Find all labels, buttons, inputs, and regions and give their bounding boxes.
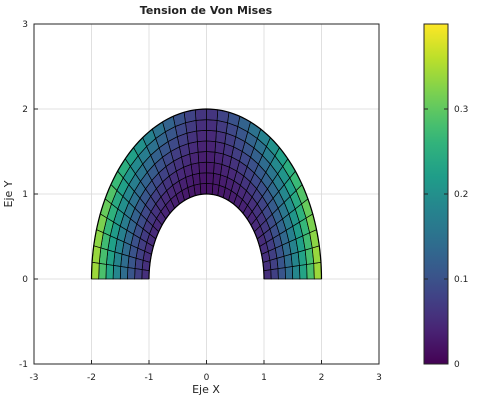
mesh-cell xyxy=(127,267,136,280)
mesh-cell xyxy=(119,266,129,280)
x-tick-label: 2 xyxy=(319,373,325,383)
colorbar-tick-label: 0.2 xyxy=(454,190,468,200)
x-tick-label: -2 xyxy=(87,373,96,383)
mesh-cell xyxy=(112,265,122,280)
mesh-cell xyxy=(277,267,286,280)
mesh-cell xyxy=(206,151,216,164)
mesh-cell xyxy=(206,129,217,142)
mesh-cell xyxy=(134,268,143,280)
x-tick-label: 3 xyxy=(376,373,382,383)
colorbar-tick-label: 0.1 xyxy=(454,275,468,285)
mesh-cell xyxy=(270,268,279,280)
x-tick-label: 0 xyxy=(204,373,210,383)
colorbar-tick-label: 0 xyxy=(454,360,460,370)
mesh-cell xyxy=(211,183,220,197)
mesh-cell xyxy=(195,119,207,132)
mesh-cell xyxy=(197,151,207,164)
y-tick-label: 2 xyxy=(22,105,28,115)
plot-area: -3 -2 -1 0 1 2 3 -1 0 1 2 3 xyxy=(19,20,382,383)
x-tick-label: -3 xyxy=(30,373,39,383)
mesh-outline xyxy=(90,108,323,280)
mesh-cell xyxy=(105,264,114,280)
y-tick-label: -1 xyxy=(19,360,28,370)
mesh-cell xyxy=(263,269,272,280)
mesh-cell xyxy=(212,172,221,186)
mesh-cell xyxy=(206,161,215,174)
y-tick-label: 1 xyxy=(22,190,28,200)
mesh-cell xyxy=(206,140,217,153)
x-axis-ticks: -3 -2 -1 0 1 2 3 xyxy=(30,360,382,383)
mesh-cell xyxy=(291,265,301,280)
mesh-cell xyxy=(199,182,207,195)
mesh-cell xyxy=(196,129,207,142)
mesh-outer-edge xyxy=(90,108,323,280)
mesh-cell xyxy=(141,269,150,280)
mesh-cell xyxy=(206,108,219,121)
colorbar: 0 0.1 0.2 0.3 xyxy=(423,23,468,370)
y-axis-ticks: -1 0 1 2 3 xyxy=(19,20,38,370)
x-tick-label: -1 xyxy=(145,373,154,383)
y-tick-label: 0 xyxy=(22,275,28,285)
mesh-cell xyxy=(198,161,207,174)
mesh-cell xyxy=(306,262,315,280)
mesh-cell xyxy=(299,264,308,280)
colorbar-tick-label: 0.3 xyxy=(454,105,468,115)
mesh-cell xyxy=(199,172,207,185)
mesh-cell xyxy=(91,261,100,280)
mesh-cell xyxy=(284,266,294,280)
mesh-cell xyxy=(213,162,223,176)
mesh-cell xyxy=(194,108,207,121)
mesh-cell xyxy=(206,172,214,185)
mesh-cell xyxy=(196,140,207,153)
y-tick-label: 3 xyxy=(22,20,28,30)
mesh-cell xyxy=(206,182,214,195)
colorbar-ticks: 0 0.1 0.2 0.3 xyxy=(424,105,468,370)
mesh-inner-edge xyxy=(148,193,265,280)
x-axis-label: Eje X xyxy=(192,383,220,396)
mesh-cell xyxy=(313,261,322,280)
plot-title: Tension de Von Mises xyxy=(140,4,273,17)
mesh-cell xyxy=(206,119,218,132)
mesh-cell xyxy=(98,262,107,280)
x-tick-label: 1 xyxy=(261,373,267,383)
y-axis-label: Eje Y xyxy=(2,180,15,207)
